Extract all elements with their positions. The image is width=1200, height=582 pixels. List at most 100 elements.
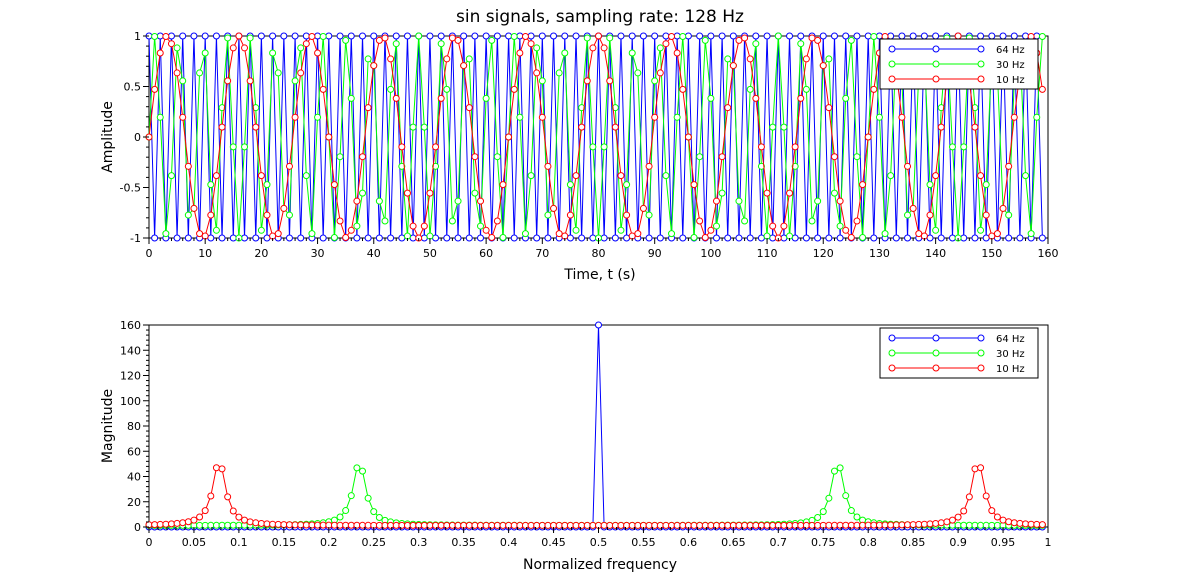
data-point — [319, 234, 327, 242]
data-point — [246, 77, 254, 85]
data-point — [477, 197, 485, 205]
data-point — [533, 69, 541, 77]
data-point — [308, 32, 316, 40]
data-point — [151, 234, 159, 242]
data-point — [179, 519, 187, 527]
data-point — [583, 34, 591, 42]
data-point — [842, 94, 850, 102]
data-point — [555, 521, 563, 529]
data-point — [729, 32, 737, 40]
data-point — [600, 143, 608, 151]
data-point — [668, 521, 676, 529]
data-point — [988, 32, 996, 40]
data-point — [825, 521, 833, 529]
data-point — [887, 521, 895, 529]
x-tick-label: 0.4 — [500, 536, 518, 549]
data-point — [583, 77, 591, 85]
data-point — [769, 123, 777, 131]
data-point — [875, 113, 883, 121]
data-point — [825, 55, 833, 63]
data-point — [443, 85, 451, 93]
data-point — [257, 172, 265, 180]
data-point — [527, 172, 535, 180]
legend-marker — [888, 334, 896, 342]
data-point — [1010, 32, 1018, 40]
data-point — [993, 513, 1001, 521]
data-point — [392, 32, 400, 40]
data-point — [212, 226, 220, 234]
data-point — [1027, 230, 1035, 238]
data-point — [819, 32, 827, 40]
data-point — [218, 123, 226, 131]
y-tick-label: 160 — [120, 319, 141, 332]
data-point — [342, 36, 350, 44]
data-point — [465, 104, 473, 112]
data-point — [993, 521, 1001, 529]
x-tick-label: 140 — [925, 247, 946, 260]
data-point — [830, 467, 838, 475]
data-point — [167, 520, 175, 528]
data-point — [409, 222, 417, 230]
data-point — [190, 204, 198, 212]
data-point — [752, 521, 760, 529]
data-point — [156, 49, 164, 57]
data-point — [904, 162, 912, 170]
x-tick-label: 0.35 — [451, 536, 476, 549]
data-point — [269, 32, 277, 40]
data-point — [207, 492, 215, 500]
x-axis-label: Time, t (s) — [563, 267, 635, 283]
data-point — [263, 181, 271, 189]
data-point — [1005, 162, 1013, 170]
data-point — [477, 521, 485, 529]
data-point — [370, 62, 378, 70]
data-point — [679, 32, 687, 40]
data-point — [791, 234, 799, 242]
data-point — [196, 521, 204, 529]
data-point — [999, 204, 1007, 212]
data-point — [302, 521, 310, 529]
data-point — [808, 217, 816, 225]
x-tick-label: 0.3 — [410, 536, 428, 549]
data-point — [179, 32, 187, 40]
legend-marker — [977, 45, 985, 53]
data-point — [662, 172, 670, 180]
data-point — [285, 521, 293, 529]
data-point — [190, 32, 198, 40]
data-point — [235, 513, 243, 521]
data-point — [656, 69, 664, 77]
data-point — [977, 226, 985, 234]
data-point — [634, 521, 642, 529]
series-layer — [145, 321, 1046, 531]
data-point — [488, 36, 496, 44]
frequency-domain-plot: 0 0.05 0.1 0.15 0.2 0.25 0.3 0.35 0.4 0.45 0.5 0.55… — [100, 319, 1052, 573]
data-point — [763, 189, 771, 197]
data-point — [662, 32, 670, 40]
data-point — [853, 32, 861, 40]
data-point — [454, 36, 462, 44]
data-point — [308, 230, 316, 238]
y-tick-label: 0 — [134, 521, 141, 534]
data-point — [589, 521, 597, 529]
data-point — [645, 521, 653, 529]
data-point — [819, 508, 827, 516]
data-point — [257, 226, 265, 234]
data-point — [415, 32, 423, 40]
data-point — [836, 222, 844, 230]
x-tick-label: 0.65 — [721, 536, 746, 549]
data-point — [162, 230, 170, 238]
data-point — [1005, 211, 1013, 219]
data-point — [375, 234, 383, 242]
data-point — [488, 234, 496, 242]
data-point — [623, 181, 631, 189]
data-point — [842, 521, 850, 529]
data-point — [527, 40, 535, 48]
data-point — [757, 521, 765, 529]
data-point — [370, 508, 378, 516]
legend-entry: 64 Hz — [888, 45, 1025, 56]
data-point — [353, 222, 361, 230]
data-point — [285, 211, 293, 219]
y-tick-label: 20 — [127, 496, 141, 509]
data-point — [712, 521, 720, 529]
data-point — [578, 521, 586, 529]
data-point — [712, 222, 720, 230]
